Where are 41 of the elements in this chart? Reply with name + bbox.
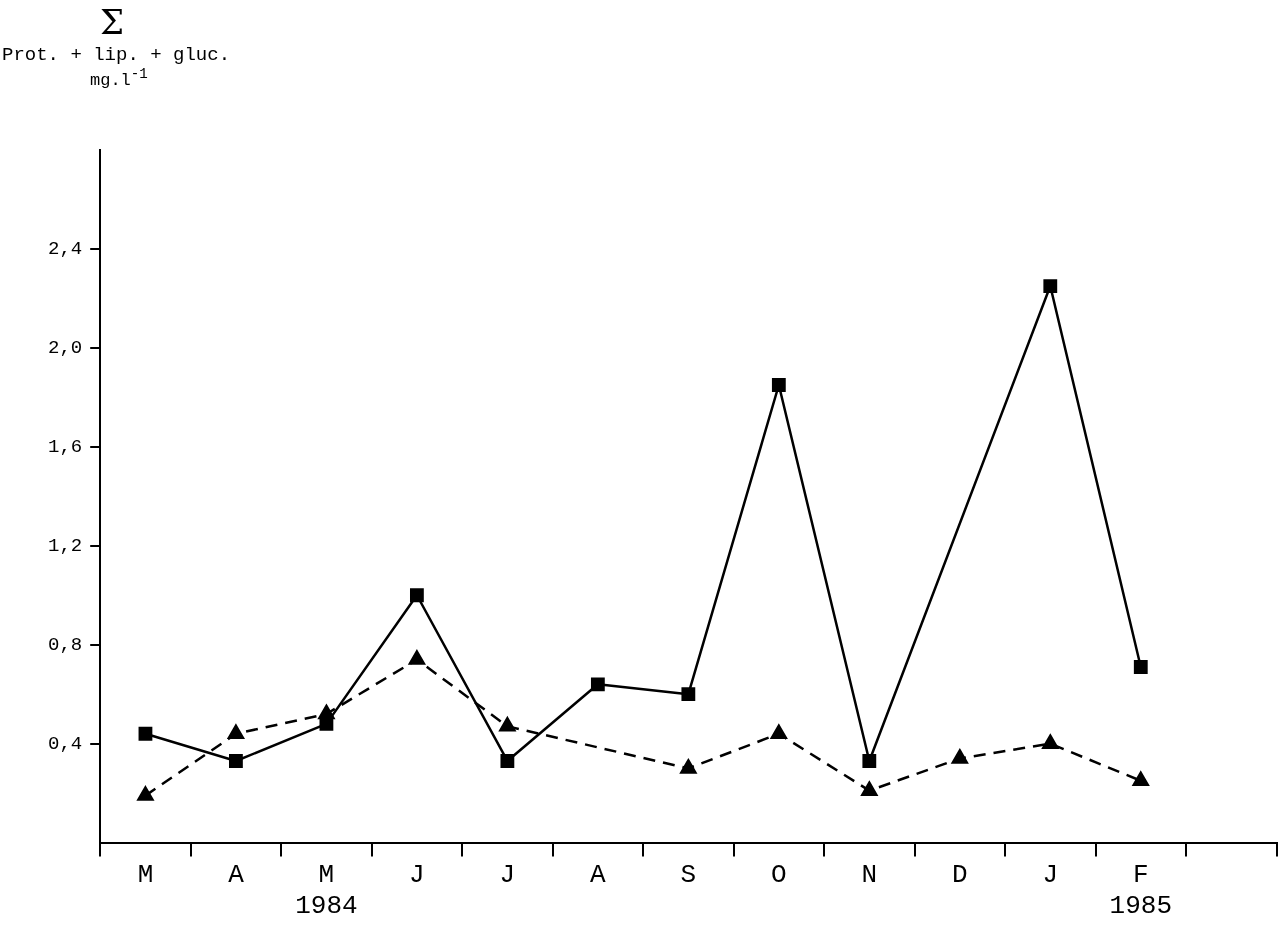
point xyxy=(771,378,786,392)
point xyxy=(770,724,788,740)
x-tick-label: D xyxy=(952,860,968,891)
x-tick-label: J xyxy=(499,860,516,891)
x-tick-label: A xyxy=(590,860,607,891)
y-tick-label: 1,2 xyxy=(47,534,83,557)
point xyxy=(1133,660,1148,674)
x-tick-label: A xyxy=(228,860,245,891)
x-tick-label: N xyxy=(861,860,878,891)
chart-title: Σ xyxy=(100,2,125,42)
y-axis-title: Prot. + lip. + gluc. xyxy=(2,44,231,66)
chart-subtitle: mg.l$^{-1}$ xyxy=(90,66,148,90)
x-tick-label: O xyxy=(771,860,787,891)
point xyxy=(138,726,153,741)
point xyxy=(409,588,424,603)
x-tick-label: S xyxy=(680,860,697,891)
point xyxy=(681,687,696,702)
point xyxy=(1042,734,1059,749)
point xyxy=(861,781,878,796)
point xyxy=(951,749,968,764)
point xyxy=(1043,279,1058,293)
x-tick-label: M 1984 xyxy=(295,860,358,922)
point xyxy=(137,786,154,801)
point xyxy=(227,724,245,740)
y-tick-label: 0,4 xyxy=(47,732,83,755)
x-tick-label: J xyxy=(1042,860,1059,891)
point xyxy=(862,754,877,768)
y-tick-label: 1,6 xyxy=(47,435,83,458)
x-tick-label: F 1985 xyxy=(1109,860,1172,922)
y-tick-label: 2,0 xyxy=(47,336,83,359)
point xyxy=(680,759,697,774)
point xyxy=(500,754,515,768)
x-tick-label: J xyxy=(409,860,425,891)
y-tick-label: 2,4 xyxy=(47,237,83,260)
point xyxy=(408,650,426,665)
point xyxy=(1132,771,1149,787)
y-tick-label: 0,8 xyxy=(47,633,83,656)
point xyxy=(590,677,605,692)
point xyxy=(499,717,516,732)
point xyxy=(229,754,243,768)
x-tick-label: M xyxy=(137,860,154,891)
